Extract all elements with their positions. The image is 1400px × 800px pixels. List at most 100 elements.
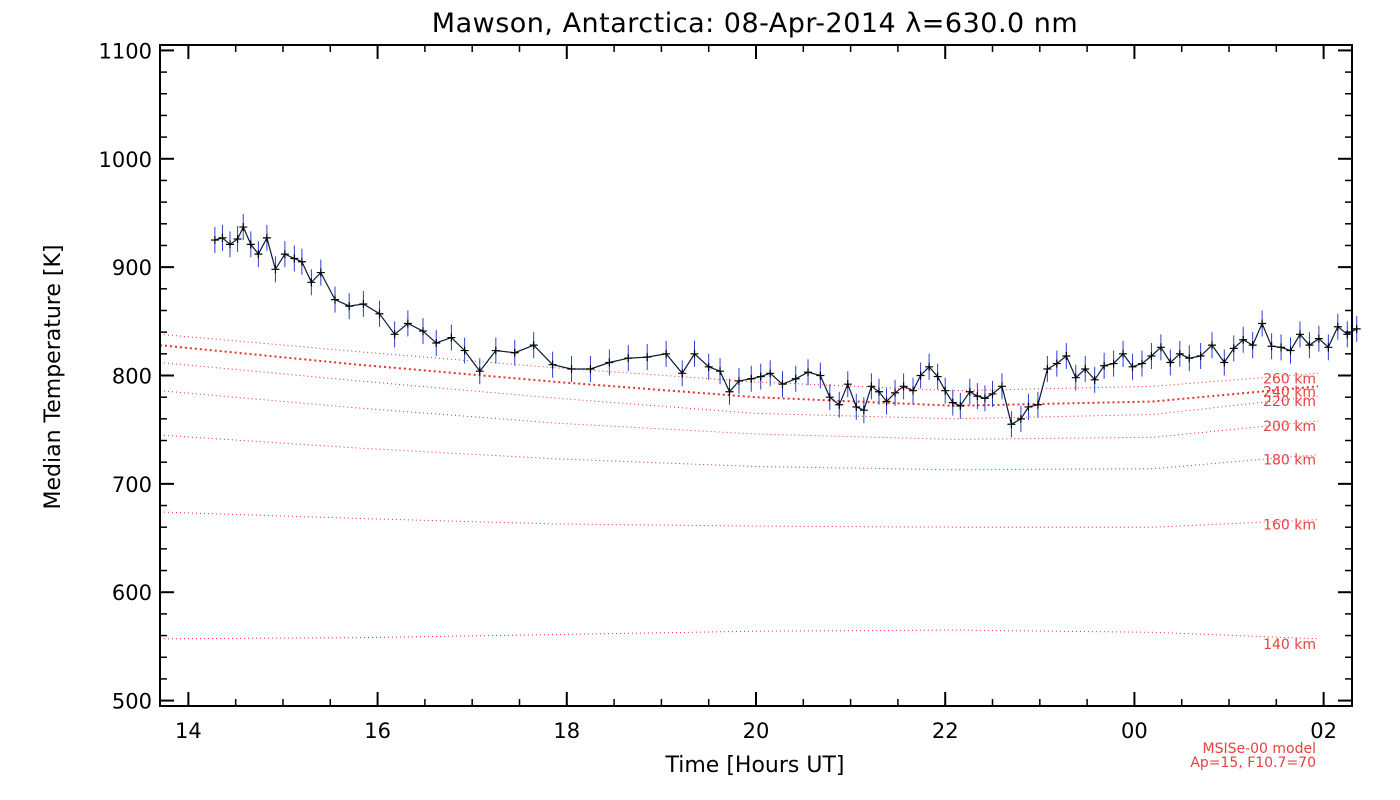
- data-point: [891, 388, 900, 397]
- data-point: [965, 387, 974, 396]
- y-tick-label: 700: [112, 473, 152, 497]
- data-point: [1090, 375, 1099, 384]
- data-point: [791, 374, 800, 383]
- data-point: [716, 367, 725, 376]
- data-point: [1119, 349, 1128, 358]
- data-point: [1016, 414, 1025, 423]
- data-point: [867, 382, 876, 391]
- plot-axes: 500 600 700 800 900 1000 1100 14 16 18 20 22 00 02: [99, 39, 1353, 743]
- data-point: [447, 333, 456, 342]
- data-point: [475, 367, 484, 376]
- data-point: [316, 268, 325, 277]
- data-point: [1156, 343, 1165, 352]
- data-point: [1229, 344, 1238, 353]
- data-point: [916, 371, 925, 380]
- x-tick-label: 20: [743, 719, 770, 743]
- model-curve-label: 220 km: [1263, 394, 1316, 410]
- data-point: [778, 380, 787, 389]
- model-note-line1: MSISe-00 model: [1202, 741, 1316, 757]
- data-point: [1220, 358, 1229, 367]
- data-point: [678, 369, 687, 378]
- data-point: [988, 389, 997, 398]
- data-point: [1314, 334, 1323, 343]
- data-point: [1324, 343, 1333, 352]
- data-point: [1207, 341, 1216, 350]
- data-point: [973, 392, 982, 401]
- data-point: [816, 371, 825, 380]
- data-point: [1062, 351, 1071, 360]
- model-curve-label: 140 km: [1263, 637, 1316, 653]
- data-point: [239, 223, 248, 232]
- data-point: [756, 372, 765, 381]
- data-point: [997, 382, 1006, 391]
- series-line: [214, 225, 1357, 426]
- data-point: [859, 406, 868, 415]
- data-point: [1267, 342, 1276, 351]
- data-point: [290, 254, 299, 263]
- data-point: [210, 236, 219, 245]
- model-curve-label: 260 km: [1263, 371, 1316, 387]
- data-point: [418, 327, 427, 336]
- data-point: [460, 346, 469, 355]
- y-axis-label: Median Temperature [K]: [41, 245, 66, 510]
- x-tick-label: 18: [553, 719, 580, 743]
- data-point: [1043, 364, 1052, 373]
- data-point: [1295, 330, 1304, 339]
- data-point: [1305, 341, 1314, 350]
- data-point: [359, 299, 368, 308]
- data-point: [390, 330, 399, 339]
- data-point: [925, 362, 934, 371]
- data-point: [804, 368, 813, 377]
- data-point: [331, 295, 340, 304]
- data-point: [1248, 341, 1257, 350]
- model-note-line2: Ap=15, F10.7=70: [1190, 755, 1316, 771]
- plot-frame: [159, 44, 1353, 707]
- model-curve-label: 200 km: [1263, 419, 1316, 435]
- data-point: [1052, 359, 1061, 368]
- data-point: [980, 394, 989, 403]
- data-point: [690, 349, 699, 358]
- data-point: [605, 358, 614, 367]
- data-point: [510, 348, 519, 357]
- data-point: [933, 372, 942, 381]
- data-point: [624, 354, 633, 363]
- data-point: [747, 374, 756, 383]
- data-point: [766, 369, 775, 378]
- data-point: [1071, 373, 1080, 382]
- model-curve: [159, 344, 1319, 407]
- data-point: [1185, 354, 1194, 363]
- data-point: [704, 362, 713, 371]
- data-point: [1024, 402, 1033, 411]
- data-point: [1286, 346, 1295, 355]
- data-point: [246, 240, 255, 249]
- data-point: [1137, 359, 1146, 368]
- data-point: [1352, 324, 1361, 333]
- data-series: [210, 214, 1361, 438]
- data-point: [882, 397, 891, 406]
- data-point: [375, 309, 384, 318]
- model-curve-label: 160 km: [1263, 518, 1316, 534]
- data-point: [734, 376, 743, 385]
- data-point: [403, 319, 412, 328]
- data-point: [1175, 349, 1184, 358]
- y-tick-label: 600: [112, 581, 152, 605]
- data-point: [1196, 351, 1205, 360]
- data-point: [307, 278, 316, 287]
- model-curve: [159, 629, 1319, 640]
- model-curve-label: 180 km: [1263, 453, 1316, 469]
- y-tick-label: 900: [112, 256, 152, 280]
- model-curve: [159, 511, 1319, 528]
- x-tick-label: 00: [1121, 719, 1148, 743]
- data-point: [586, 364, 595, 373]
- data-point: [643, 353, 652, 362]
- model-curve: [159, 390, 1319, 440]
- chart-title: Mawson, Antarctica: 08-Apr-2014 λ=630.0 …: [432, 8, 1078, 39]
- data-point: [1277, 343, 1286, 352]
- data-point: [1033, 400, 1042, 409]
- data-point: [948, 398, 957, 407]
- data-point: [1239, 335, 1248, 344]
- data-point: [725, 387, 734, 396]
- data-point: [548, 360, 557, 369]
- y-tick-label: 1000: [99, 148, 152, 172]
